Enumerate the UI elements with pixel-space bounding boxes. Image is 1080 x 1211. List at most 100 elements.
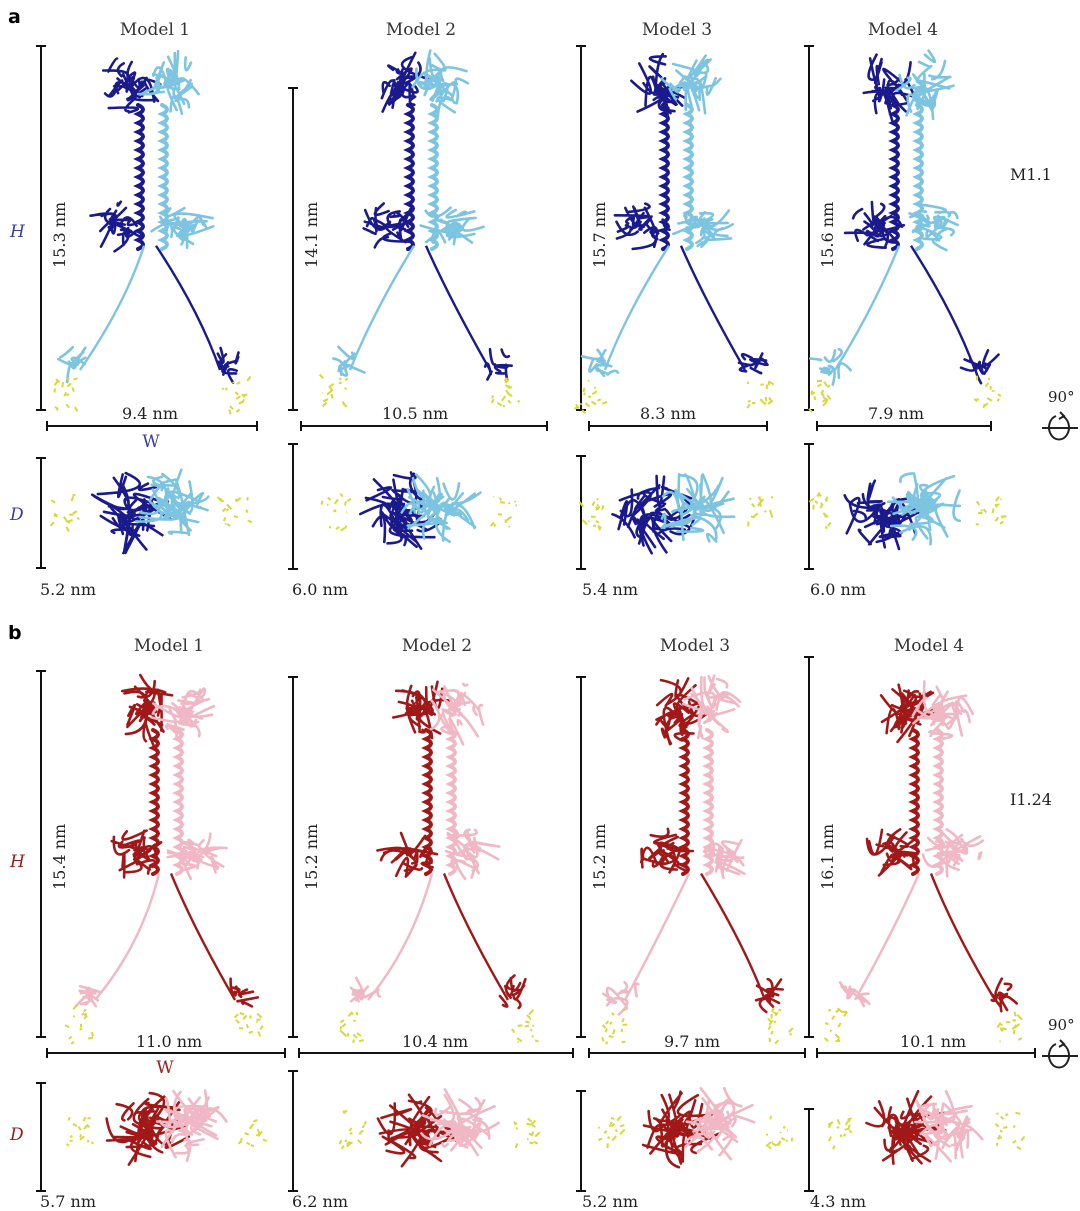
panel-b-model-4-ligand-left xyxy=(823,1007,848,1043)
panel-a-model-1-top-ligand-left xyxy=(49,493,80,532)
panel-a-model-4-depth-label: 6.0 nm xyxy=(810,580,867,599)
panel-a-model-4-tail-dark xyxy=(909,245,977,371)
panel-b-model-4-top-dark xyxy=(865,1089,948,1165)
panel-b-model-1-depth-label: 5.7 nm xyxy=(40,1192,97,1211)
panel-b-model-4-mid-dark xyxy=(865,828,918,877)
panel-a-model-4-head-light xyxy=(894,49,955,121)
panel-a-model-2-ligand-right xyxy=(490,377,521,408)
panel-a-model-3-ligand-right xyxy=(746,380,775,409)
panel-b-model-2-head-light xyxy=(429,682,485,746)
panel-b-model-3-depth-label: 5.2 nm xyxy=(582,1192,639,1211)
panel-a-model-1-mid-dark xyxy=(89,200,143,253)
panel-a-model-1-ligand-left xyxy=(53,377,79,412)
panel-b-model-1-mid-dark xyxy=(110,829,163,879)
panel-a-model-1-helix-dark xyxy=(133,103,145,251)
panel-a-model-2-mid-light xyxy=(419,206,485,246)
panel-a-model-3-tail-light xyxy=(603,245,671,371)
panel-a-model-4-top-light xyxy=(886,472,962,546)
panel-b-model-2-depth-label: 6.2 nm xyxy=(292,1192,349,1211)
panel-b-model-2-top-ligand-left xyxy=(338,1109,368,1150)
panel-b-model-4-width-bar xyxy=(816,1048,1036,1058)
panel-a-model-3-mid-dark xyxy=(613,202,671,251)
panel-b-model-4-depth-label: 4.3 nm xyxy=(810,1192,867,1211)
panel-b-model-3-tail-light xyxy=(623,872,691,1001)
panel-a-model-1-depth-label: 5.2 nm xyxy=(40,580,97,599)
panel-b-model-4-helix-dark xyxy=(908,728,920,876)
panel-a-model-1-ligand-right xyxy=(221,375,252,415)
panel-a-model-3-head-light xyxy=(660,54,722,115)
panel-a-model-2-width-bar xyxy=(300,421,548,431)
panel-b-model-3-helix-dark xyxy=(678,728,690,876)
panel-a-model-2-tail-light xyxy=(348,245,416,371)
panel-a-model-3-top-ligand-right xyxy=(747,495,774,527)
panel-b-model-1-width-bar xyxy=(46,1048,286,1058)
panel-a-model-1-top-dark xyxy=(90,471,173,555)
panel-a-model-1-height-bar xyxy=(36,45,46,411)
panel-a-depth-axis-letter: D xyxy=(10,505,24,525)
panel-a-model-2-title: Model 2 xyxy=(385,20,457,40)
panel-a-model-3-foot-light xyxy=(580,348,620,378)
panel-a-model-1-title: Model 1 xyxy=(119,20,191,40)
panel-a-model-2-foot-dark xyxy=(483,347,513,382)
panel-a-model-3-mid-light xyxy=(672,209,734,249)
panel-b-model-4-helix-light xyxy=(932,728,944,876)
panel-a-model-1-top-ligand-right xyxy=(216,496,253,527)
panel-b-model-3-top-light xyxy=(684,1086,756,1161)
panel-a-model-2-height-bar xyxy=(288,87,298,411)
panel-b-model-3-top-ligand-left xyxy=(597,1115,626,1149)
panel-b-model-4-ligand-right xyxy=(996,1011,1023,1043)
panel-a-model-4-helix-dark xyxy=(888,103,900,251)
panel-a-model-4-ligand-right xyxy=(973,375,1003,409)
panel-a-model-4-tail-light xyxy=(833,245,901,371)
panel-a-model-1-mid-light xyxy=(150,206,215,249)
panel-a-model-3-head-dark xyxy=(630,52,687,116)
panel-b-rotation-label: 90° xyxy=(1048,1016,1075,1034)
panel-a-model-4-mid-dark xyxy=(843,200,906,249)
panel-b-model-4-width-label: 10.1 nm xyxy=(900,1032,967,1051)
panel-b-model-2-foot-dark xyxy=(498,974,527,1010)
panel-a-model-1-head-dark xyxy=(101,57,162,114)
panel-b-model-1-width-label: 11.0 nm xyxy=(136,1032,203,1051)
panel-b-model-1-tail-dark xyxy=(169,873,237,1001)
panel-b-model-4-tail-light xyxy=(853,873,921,1001)
panel-b-model-3-mid-dark xyxy=(640,827,695,874)
panel-a-model-4-top-ligand-right xyxy=(975,495,1007,526)
panel-b-model-2-helix-light xyxy=(445,728,457,876)
panel-b-width-axis-letter: W xyxy=(156,1058,174,1078)
panel-a-model-4-helix-light xyxy=(912,103,924,251)
panel-b-model-1-head-light xyxy=(150,687,216,739)
panel-a-model-4-foot-dark xyxy=(959,349,1000,385)
panel-a-model-2-tail-dark xyxy=(424,245,492,371)
panel-a-model-1-foot-light xyxy=(57,345,87,384)
panel-a-model-4-width-bar xyxy=(816,421,992,431)
panel-a-model-4-top-ligand-left xyxy=(808,491,832,530)
panel-b-model-4-tail-dark xyxy=(929,873,997,1001)
panel-a-model-2-top-ligand-left xyxy=(320,493,352,532)
panel-b-model-1-helix-dark xyxy=(148,728,160,876)
panel-b-model-1-mid-light xyxy=(166,832,228,881)
panel-b-model-1-ligand-left xyxy=(64,1004,94,1045)
panel-b-model-2-width-bar xyxy=(298,1048,574,1058)
panel-b-model-2-width-label: 10.4 nm xyxy=(402,1032,469,1051)
panel-b-model-3-mid-light xyxy=(702,836,746,880)
panel-a-model-3-depth-label: 5.4 nm xyxy=(582,580,639,599)
panel-a-model-2-depth-bar xyxy=(288,443,298,570)
panel-a-letter: a xyxy=(8,6,21,28)
panel-b-model-4-height-bar xyxy=(804,656,814,1038)
panel-b-model-1-foot-light xyxy=(74,985,102,1008)
panel-b-model-4-mid-light xyxy=(921,828,985,878)
panel-a-model-1-width-bar xyxy=(46,421,258,431)
panel-a-model-2-head-dark xyxy=(380,51,431,113)
panel-b-rotation-icon xyxy=(1042,1039,1078,1069)
panel-a-model-2-top-ligand-right xyxy=(489,496,518,528)
panel-b-model-1-ligand-right xyxy=(233,1012,264,1037)
panel-a-rotation-icon xyxy=(1042,411,1078,441)
panel-a-model-2-helix-dark xyxy=(403,103,415,251)
panel-a-model-4-depth-bar xyxy=(804,443,814,570)
panel-a-model-2-mid-dark xyxy=(362,202,413,249)
panel-a-model-4-foot-light xyxy=(809,347,852,386)
panel-a-model-3-depth-bar xyxy=(576,455,586,570)
panel-a-model-3-width-bar xyxy=(588,421,768,431)
panel-a-model-2-top-light xyxy=(400,473,482,544)
